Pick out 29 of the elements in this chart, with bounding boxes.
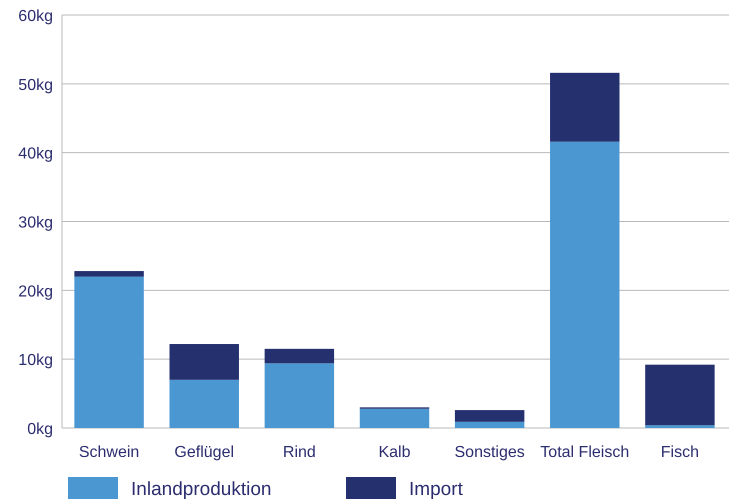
x-tick-label: Fisch [660, 444, 700, 461]
y-tick-label: 0kg [27, 421, 53, 438]
bar [170, 380, 239, 428]
bar [170, 344, 239, 380]
bar [74, 276, 144, 428]
bar [550, 142, 620, 428]
bar [645, 364, 715, 426]
bar [645, 425, 715, 428]
x-tick-label: Schwein [78, 444, 140, 461]
x-tick-label: Rind [282, 444, 316, 461]
bar [454, 422, 524, 428]
y-tick-label: 50kg [18, 76, 53, 94]
y-tick-label: 60kg [18, 8, 53, 25]
y-tick-label: 40kg [18, 146, 53, 163]
y-tick-label: 20kg [18, 283, 53, 300]
bar [360, 408, 430, 428]
x-tick-label: Total Fleisch [540, 444, 630, 461]
legend-label: Import [409, 479, 464, 499]
bar [264, 363, 334, 428]
y-tick-label: 30kg [18, 214, 53, 232]
bar [264, 348, 334, 364]
legend-label: Inlandproduktion [131, 479, 272, 499]
x-tick-label: Kalb [378, 444, 411, 461]
y-tick-label: 10kg [18, 352, 53, 370]
bar [454, 410, 524, 422]
bar [74, 271, 144, 277]
bar [550, 72, 620, 142]
x-tick-label: Geflügel [174, 444, 234, 461]
x-tick-label: Sonstiges [454, 444, 525, 461]
